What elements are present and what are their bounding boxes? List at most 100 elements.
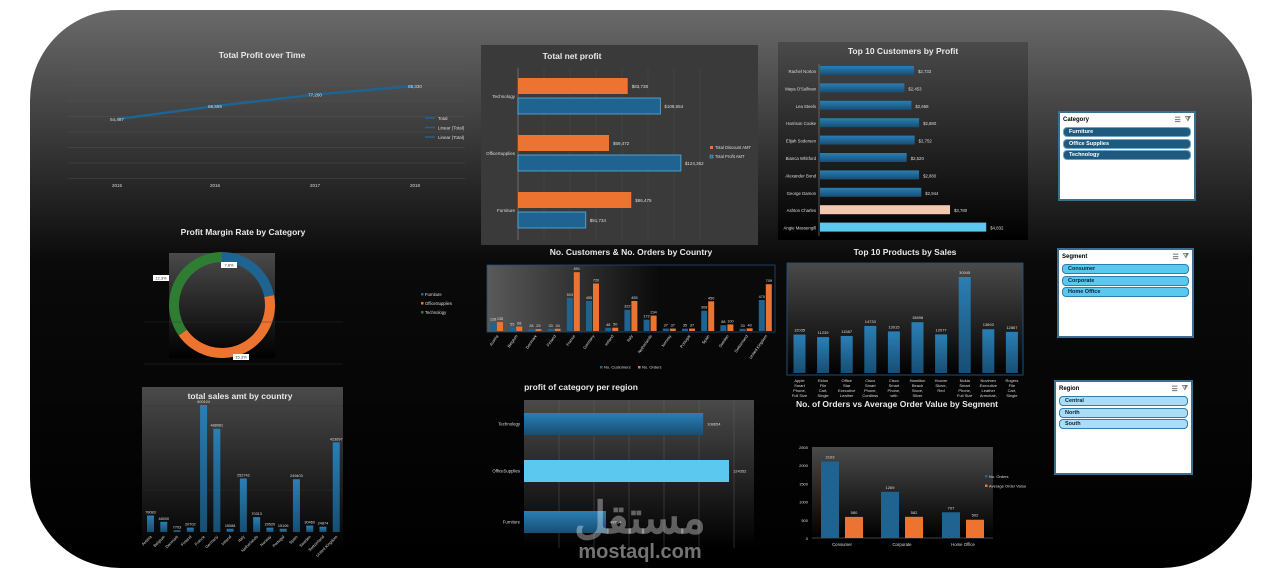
product-label-line: Stove, bbox=[935, 383, 946, 388]
multi-select-icon[interactable]: ☰ bbox=[1171, 386, 1178, 393]
data-label: $2,880 bbox=[923, 173, 937, 178]
x-tick-label: Italy bbox=[237, 534, 246, 543]
product-label-line: Phone, bbox=[793, 388, 806, 393]
bar bbox=[821, 461, 839, 538]
y-tick-label: 2000 bbox=[799, 463, 809, 468]
slicer-item-home-office[interactable]: Home Office bbox=[1062, 287, 1189, 297]
slicer-item-corporate[interactable]: Corporate bbox=[1062, 275, 1189, 286]
segment-slicer[interactable]: Segment ☰ ⧩ Consumer Corporate Home Office bbox=[1057, 248, 1194, 338]
bar bbox=[817, 337, 830, 373]
clear-filter-icon[interactable]: ⧩ bbox=[1182, 253, 1189, 260]
bar bbox=[864, 325, 877, 373]
customer-label: Angie Massengill bbox=[784, 226, 817, 231]
data-label: 28 bbox=[529, 324, 533, 328]
data-label: 1269 bbox=[886, 485, 896, 490]
product-label-line: Full Size bbox=[792, 393, 808, 398]
data-label: 12077 bbox=[936, 327, 948, 332]
data-label: $69,472 bbox=[613, 141, 630, 146]
product-label-line: with bbox=[890, 393, 897, 398]
bar bbox=[758, 299, 765, 331]
customer-label: Lea Steels bbox=[796, 104, 816, 109]
slicer-item-south[interactable]: South bbox=[1059, 419, 1188, 429]
bar bbox=[720, 325, 727, 331]
bar bbox=[746, 328, 753, 331]
category-slicer[interactable]: Category ☰ ⧩ Furniture Office Supplies Tec… bbox=[1058, 111, 1196, 201]
slicer-item-central[interactable]: Central bbox=[1059, 396, 1188, 406]
slicer-item-north[interactable]: North bbox=[1059, 407, 1188, 418]
bar bbox=[727, 324, 734, 331]
bar bbox=[517, 154, 682, 172]
multi-select-icon[interactable]: ☰ bbox=[1172, 254, 1179, 261]
slicer-title: Category bbox=[1063, 117, 1090, 123]
data-label: $86,475 bbox=[635, 198, 652, 203]
bar bbox=[524, 413, 704, 435]
plot-area bbox=[812, 447, 993, 538]
bar bbox=[845, 516, 863, 538]
product-label: Novimex Executive Leather Armchair, bbox=[980, 378, 998, 398]
legend-label: OfficeSupplies bbox=[425, 301, 452, 306]
product-label: Nokia Smart Phone, Full Size bbox=[957, 378, 973, 398]
chart-title: Profit Margin Rate by Category bbox=[181, 227, 306, 237]
data-label: 11239 bbox=[818, 330, 830, 335]
data-label: 2103 bbox=[826, 454, 836, 459]
product-label-line: Red bbox=[937, 388, 944, 393]
multi-select-icon[interactable]: ☰ bbox=[1174, 117, 1181, 124]
product-label: Cisco Smart Phone, with bbox=[888, 378, 901, 398]
legend-swatch bbox=[709, 154, 714, 159]
bar bbox=[518, 192, 632, 208]
slicer-item-office-supplies[interactable]: Office Supplies bbox=[1063, 138, 1191, 149]
bar bbox=[887, 331, 900, 373]
region-slicer[interactable]: Region ☰ ⧩ Central North South bbox=[1054, 380, 1193, 475]
data-label: $3,780 bbox=[954, 208, 968, 213]
legend-swatch bbox=[600, 366, 603, 369]
profit-line bbox=[116, 84, 416, 121]
bar bbox=[612, 327, 619, 331]
chart-title: Total Profit over Time bbox=[219, 50, 306, 60]
bar bbox=[631, 300, 638, 331]
data-label: $2,752 bbox=[919, 139, 933, 144]
data-label: $2,453 bbox=[908, 86, 922, 91]
bar bbox=[239, 478, 247, 532]
bar bbox=[605, 327, 612, 331]
product-label-line: Smart bbox=[865, 383, 877, 388]
bar bbox=[942, 512, 960, 538]
clear-filter-icon[interactable]: ⧩ bbox=[1181, 385, 1188, 392]
bar bbox=[566, 297, 573, 331]
product-label-line: Eldon bbox=[818, 378, 828, 383]
data-label: 12.3% bbox=[155, 276, 167, 281]
bar bbox=[840, 335, 853, 373]
data-label: 252742 bbox=[237, 474, 250, 478]
data-label: 12867 bbox=[1006, 325, 1018, 330]
clear-filter-icon[interactable]: ⧩ bbox=[1184, 116, 1191, 123]
slicer-item-technology[interactable]: Technology bbox=[1063, 150, 1191, 160]
product-label-line: File bbox=[820, 383, 827, 388]
data-label: 322 bbox=[624, 305, 630, 309]
customer-label: Elijah Sodersen bbox=[786, 139, 817, 144]
bar bbox=[662, 328, 669, 331]
data-label: 24874 bbox=[318, 522, 329, 526]
bar bbox=[982, 329, 995, 373]
bar bbox=[708, 301, 715, 331]
bar bbox=[173, 530, 181, 532]
x-tick-label: France bbox=[565, 333, 577, 347]
legend-swatch bbox=[421, 293, 424, 296]
data-label: 30460 bbox=[304, 521, 315, 525]
product-label: Cisco Smart Phone, Cordless bbox=[862, 378, 878, 398]
x-tick-label: Italy bbox=[626, 334, 634, 343]
legend-label: Total Discount AMT bbox=[715, 145, 752, 150]
bar bbox=[497, 322, 503, 331]
legend-label: Linear (Total) bbox=[438, 135, 465, 140]
bar bbox=[279, 528, 287, 532]
product-label: Rogers File Cart, Single bbox=[1005, 378, 1018, 398]
bar bbox=[820, 83, 905, 93]
product-label-line: Beach bbox=[912, 383, 923, 388]
x-tick-label: Consumer bbox=[832, 542, 852, 547]
data-label: 50 bbox=[613, 323, 617, 327]
product-label-line: Cart, bbox=[819, 388, 828, 393]
data-label: 172 bbox=[643, 315, 649, 319]
slicer-item-furniture[interactable]: Furniture bbox=[1063, 127, 1191, 137]
slicer-item-consumer[interactable]: Consumer bbox=[1062, 264, 1189, 274]
data-label: 48000 bbox=[158, 517, 169, 521]
data-label: 707 bbox=[948, 505, 955, 510]
data-label: $4,832 bbox=[990, 226, 1004, 231]
